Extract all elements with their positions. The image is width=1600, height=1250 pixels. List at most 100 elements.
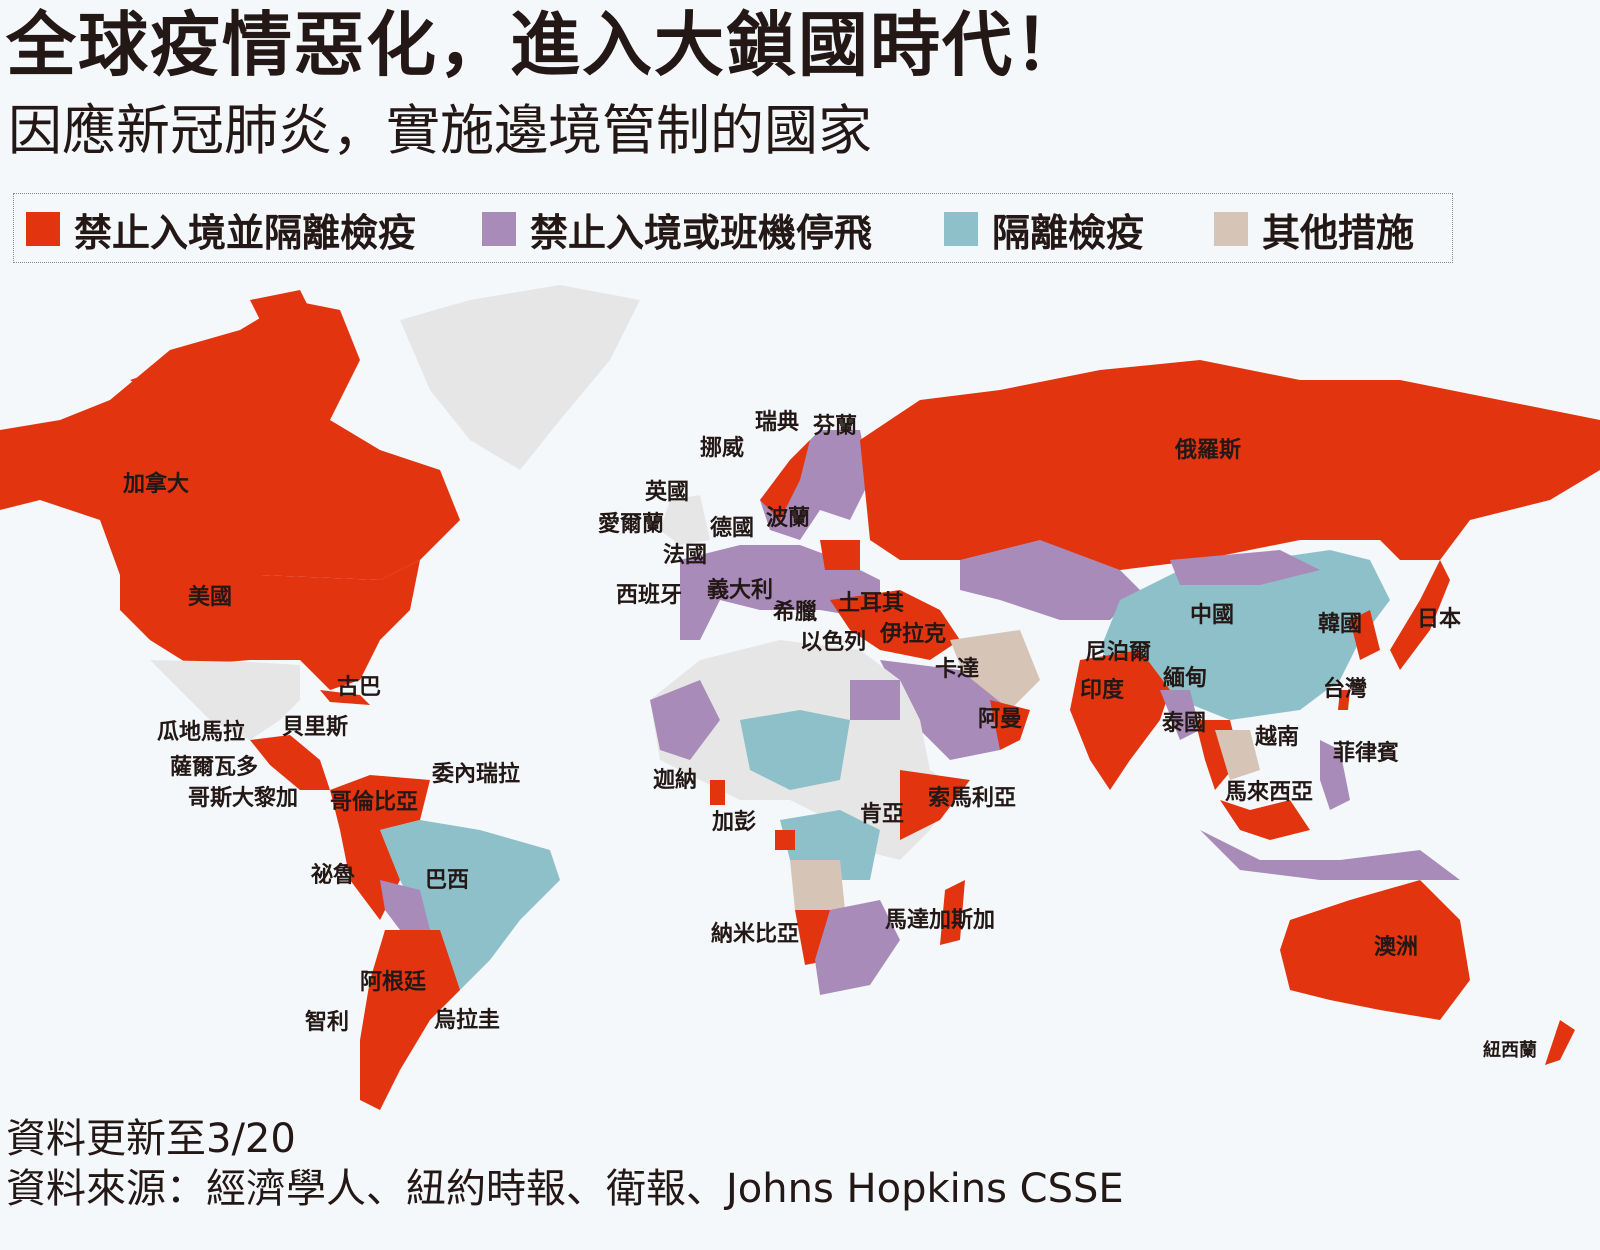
label-finland: 芬蘭 (813, 414, 858, 439)
label-usa: 美國 (188, 585, 233, 610)
label-ghana: 迦納 (653, 768, 698, 793)
taiwan-shape (1338, 690, 1350, 710)
map-title: 全球疫情惡化，進入大鎖國時代！ (6, 4, 1086, 86)
label-brazil: 巴西 (425, 868, 470, 893)
horn-of-africa-shape (900, 770, 970, 840)
label-uruguay: 烏拉圭 (434, 1008, 501, 1033)
australia-shape (1280, 880, 1470, 1020)
label-malaysia: 馬來西亞 (1225, 780, 1314, 805)
mongolia-shape (1170, 550, 1320, 585)
indochina-shape (1215, 730, 1260, 780)
label-peru: 祕魯 (311, 863, 356, 888)
label-taiwan: 台灣 (1323, 677, 1368, 702)
label-colombia: 哥倫比亞 (330, 790, 419, 815)
label-madagascar: 馬達加斯加 (885, 908, 996, 933)
label-ireland: 愛爾蘭 (598, 512, 665, 537)
new-zealand-shape (1545, 1020, 1575, 1065)
label-iraq: 伊拉克 (880, 622, 947, 647)
brazil-shape (380, 820, 560, 990)
label-italy: 義大利 (707, 578, 774, 603)
korea-shape (1350, 610, 1380, 660)
india-shape (1070, 650, 1170, 790)
madagascar-shape (940, 880, 965, 945)
canada-shape (0, 300, 460, 580)
turkey-iraq-shape (830, 590, 960, 660)
label-somalia: 索馬利亞 (928, 786, 1017, 811)
legend-swatch-purple (482, 212, 516, 246)
label-japan: 日本 (1417, 607, 1462, 632)
label-chile: 智利 (305, 1010, 350, 1035)
legend-label: 禁止入境並隔離檢疫 (74, 210, 417, 255)
oman-shape (990, 700, 1030, 750)
label-namibia: 納米比亞 (711, 922, 800, 947)
scandinavia-shape (760, 430, 870, 540)
label-uk: 英國 (645, 480, 690, 505)
uk-ireland-shape (660, 495, 710, 545)
legend-swatch-beige (1214, 212, 1248, 246)
footer-updated: 資料更新至3/20 (6, 1116, 296, 1162)
greenland-shape (400, 285, 640, 470)
malaysia-shape (1220, 800, 1310, 840)
label-israel: 以色列 (800, 630, 867, 655)
sahel-quarantine-shape (740, 710, 850, 790)
label-new-zealand: 紐西蘭 (1483, 1040, 1537, 1061)
cuba-shape (320, 690, 370, 705)
label-el-salvador: 薩爾瓦多 (170, 755, 259, 780)
southern-africa-shape (815, 900, 900, 995)
legend-item-ban-or-flights: 禁止入境或班機停飛 (482, 194, 872, 264)
label-spain: 西班牙 (616, 583, 683, 608)
label-greece: 希臘 (773, 600, 818, 625)
label-france: 法國 (663, 543, 708, 568)
label-gabon: 加彭 (712, 810, 757, 835)
label-nepal: 尼泊爾 (1085, 640, 1152, 665)
label-india: 印度 (1080, 678, 1125, 703)
russia-shape (860, 360, 1600, 570)
legend: 禁止入境並隔離檢疫 禁止入境或班機停飛 隔離檢疫 其他措施 (13, 193, 1453, 263)
map-subtitle: 因應新冠肺炎，實施邊境管制的國家 (8, 99, 872, 162)
poland-shape (820, 540, 860, 570)
china-shape (1100, 550, 1390, 720)
egypt-shape (850, 680, 900, 720)
bolivia-shape (380, 880, 430, 930)
norway-shape (760, 440, 810, 520)
label-norway: 挪威 (700, 436, 745, 461)
legend-swatch-red (26, 212, 60, 246)
legend-item-other: 其他措施 (1214, 194, 1414, 264)
label-costa-rica: 哥斯大黎加 (188, 786, 299, 811)
label-south-korea: 韓國 (1318, 612, 1363, 637)
footer-source: 資料來源：經濟學人、紐約時報、衛報、Johns Hopkins CSSE (6, 1166, 1124, 1212)
angola-shape (790, 860, 845, 910)
label-venezuela: 委內瑞拉 (432, 762, 521, 787)
legend-label: 其他措施 (1262, 210, 1415, 255)
label-oman: 阿曼 (978, 707, 1023, 732)
label-argentina: 阿根廷 (360, 970, 427, 995)
arabia-shape (880, 660, 1010, 760)
indonesia-shape (1200, 830, 1460, 880)
legend-swatch-teal (944, 212, 978, 246)
label-germany: 德國 (710, 516, 755, 541)
west-africa-shape (650, 680, 720, 760)
label-philippines: 菲律賓 (1333, 741, 1400, 766)
label-qatar: 卡達 (935, 657, 980, 682)
label-turkey: 土耳其 (838, 591, 905, 616)
legend-item-ban-and-quarantine: 禁止入境並隔離檢疫 (26, 194, 416, 264)
label-poland: 波蘭 (766, 506, 811, 531)
ghana-shape (710, 780, 725, 805)
legend-item-quarantine: 隔離檢疫 (944, 194, 1144, 264)
label-sweden: 瑞典 (755, 410, 800, 435)
label-belize: 貝里斯 (282, 715, 349, 740)
japan-shape (1390, 560, 1450, 670)
label-canada: 加拿大 (123, 472, 190, 497)
legend-label: 隔離檢疫 (992, 210, 1145, 255)
central-asia-shape (960, 540, 1140, 620)
mexico-shape (150, 660, 300, 740)
label-kenya: 肯亞 (860, 802, 905, 827)
label-cuba: 古巴 (337, 675, 382, 700)
label-myanmar: 緬甸 (1163, 666, 1208, 691)
label-guatemala: 瓜地馬拉 (157, 720, 246, 745)
argentina-chile-shape (360, 930, 460, 1110)
label-vietnam: 越南 (1255, 725, 1300, 750)
central-america-shape (250, 735, 330, 790)
world-map (0, 285, 1600, 1110)
arctic-islands-shape (130, 290, 320, 410)
